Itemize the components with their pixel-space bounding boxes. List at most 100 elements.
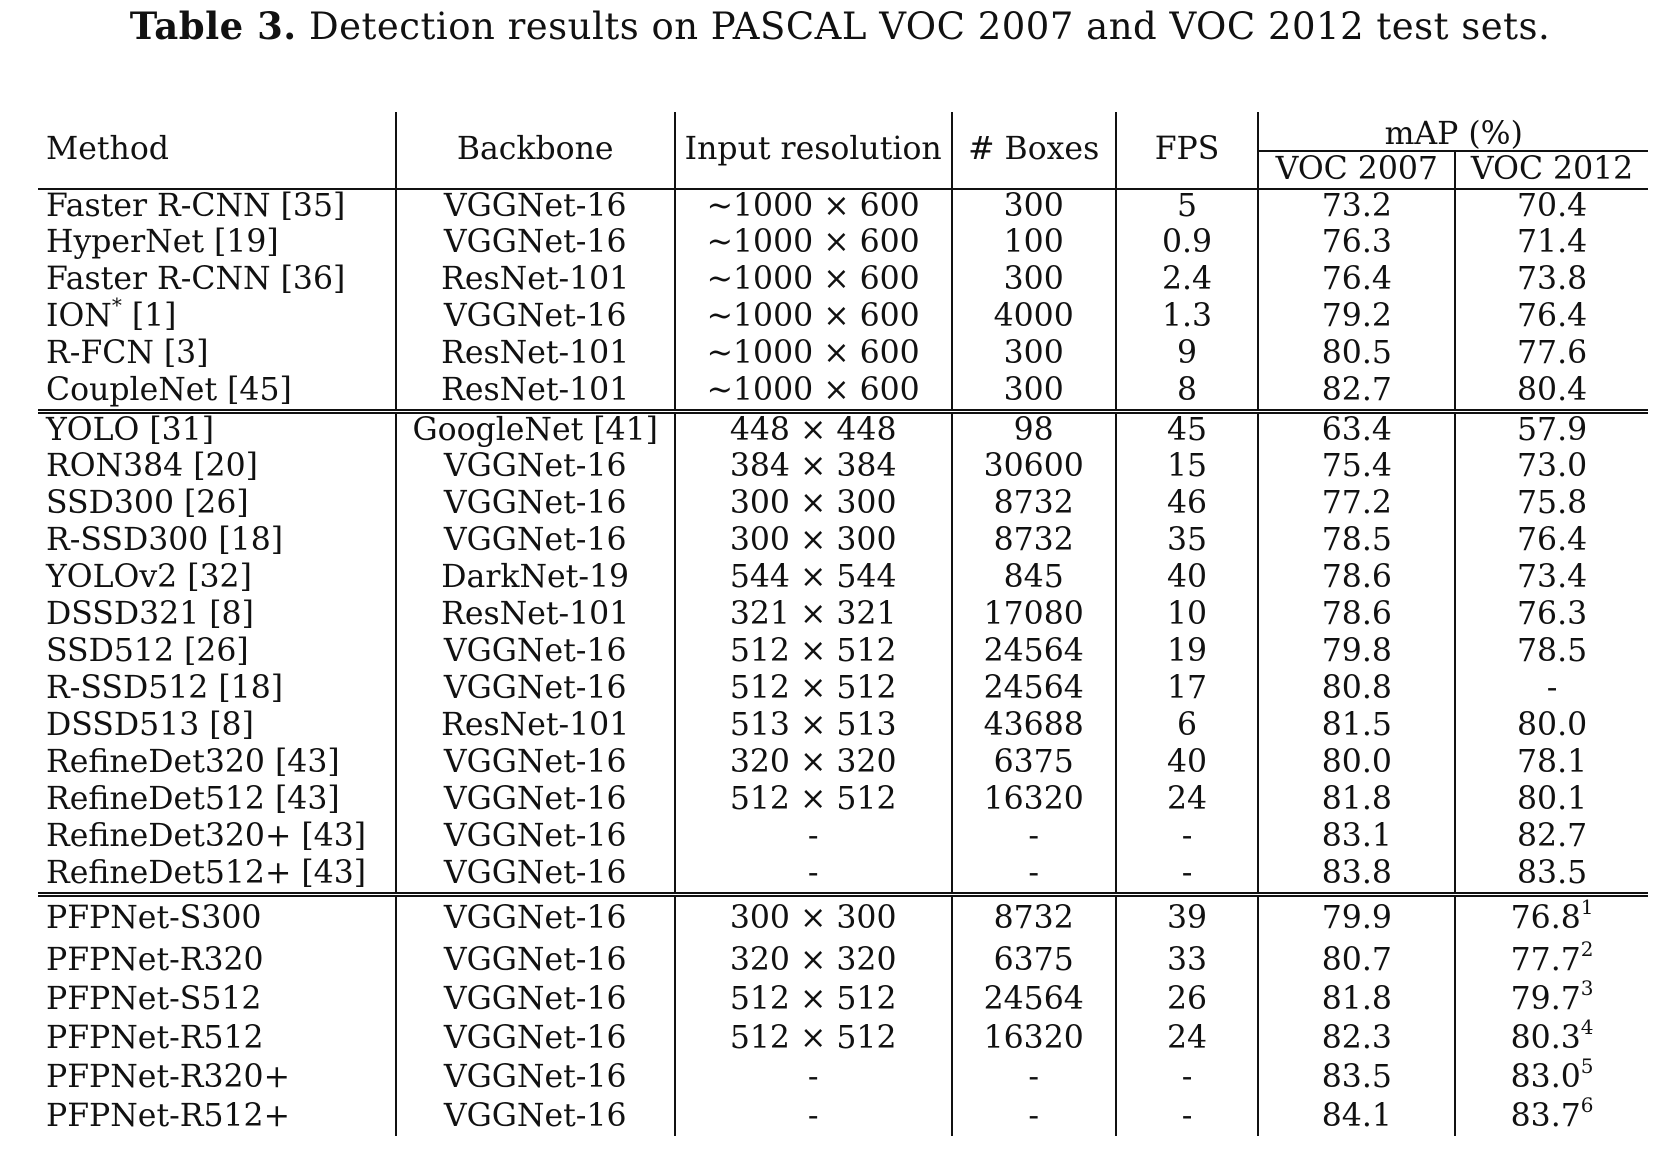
cell-input-resolution: ~1000 × 600 bbox=[674, 223, 953, 261]
cell-fps: 46 bbox=[1115, 485, 1260, 522]
cell-boxes-value: - bbox=[1028, 1097, 1040, 1134]
table-row: YOLOv2 [32] DarkNet-19 544 × 544 845 40 78.6 7… bbox=[38, 559, 1648, 596]
caption-text: Detection results on PASCAL VOC 2007 and… bbox=[308, 5, 1551, 48]
cell-voc2012-value: 73.0 bbox=[1517, 447, 1588, 484]
cell-voc2012-value: 76.4 bbox=[1517, 521, 1588, 558]
cell-backbone-value: ResNet-101 bbox=[441, 260, 630, 297]
header-backbone: Backbone bbox=[395, 112, 676, 189]
cell-method-value: PFPNet-R320 bbox=[46, 941, 264, 978]
cell-voc2012-value: 76.8 bbox=[1510, 900, 1581, 937]
cell-input-resolution: 300 × 300 bbox=[674, 484, 953, 522]
cell-method: R-FCN [3] bbox=[38, 334, 397, 372]
cell-method: DSSD321 [8] bbox=[38, 596, 397, 633]
cell-voc2007-value: 63.4 bbox=[1321, 412, 1392, 449]
cell-fps-value: - bbox=[1181, 854, 1193, 891]
cell-backbone: VGGNet-16 bbox=[395, 980, 676, 1019]
cell-voc2007-value: 77.2 bbox=[1321, 484, 1392, 521]
cell-voc2007: 79.2 bbox=[1258, 297, 1457, 335]
cell-voc2007: 79.9 bbox=[1258, 892, 1457, 941]
cell-fps-value: 24 bbox=[1166, 1019, 1208, 1056]
cell-boxes-value: - bbox=[1028, 1058, 1040, 1095]
cell-voc2007-value: 80.7 bbox=[1321, 941, 1392, 978]
cell-voc2007: 79.8 bbox=[1258, 633, 1457, 670]
cell-method-value: RefineDet512+ [43] bbox=[46, 854, 367, 891]
cell-boxes: 4000 bbox=[951, 298, 1117, 335]
cell-voc2007: 82.7 bbox=[1258, 372, 1457, 412]
cell-backbone: VGGNet-16 bbox=[395, 1058, 676, 1097]
cell-fps-value: 19 bbox=[1166, 632, 1208, 669]
cell-voc2012: 75.8 bbox=[1455, 485, 1648, 522]
cell-method-value: HyperNet [19] bbox=[46, 223, 279, 260]
cell-input-resolution: ~1000 × 600 bbox=[674, 188, 953, 224]
cell-input-resolution-value: 300 × 300 bbox=[729, 484, 897, 521]
cell-method-value: Faster R-CNN [35] bbox=[46, 188, 346, 225]
cell-voc2007-value: 81.5 bbox=[1321, 706, 1392, 743]
cell-voc2012: 82.7 bbox=[1455, 818, 1648, 855]
table-row: Faster R-CNN [36] ResNet-101 ~1000 × 600 30… bbox=[38, 261, 1648, 298]
cell-boxes-value: 8732 bbox=[993, 900, 1074, 937]
cell-input-resolution: - bbox=[674, 817, 953, 855]
cell-fps-value: 2.4 bbox=[1161, 260, 1213, 297]
table-group-one-stage: YOLO [31] GoogleNet [41] 448 × 448 98 45 63.4… bbox=[38, 409, 1648, 895]
cell-backbone: VGGNet-16 bbox=[395, 744, 676, 781]
cell-fps: 10 bbox=[1115, 596, 1260, 633]
cell-fps-value: 0.9 bbox=[1161, 223, 1213, 260]
cell-voc2007-value: 80.5 bbox=[1321, 334, 1392, 371]
table-row: DSSD321 [8] ResNet-101 321 × 321 17080 10 78.… bbox=[38, 596, 1648, 633]
cell-boxes-value: 98 bbox=[1013, 412, 1054, 449]
cell-voc2007-value: 79.2 bbox=[1321, 297, 1392, 334]
cell-method: PFPNet-S300 bbox=[38, 892, 397, 941]
cell-input-resolution-value: - bbox=[807, 817, 819, 854]
cell-input-resolution: 512 × 512 bbox=[674, 1019, 953, 1058]
cell-fps: 9 bbox=[1115, 335, 1260, 372]
cell-backbone-value: VGGNet-16 bbox=[443, 980, 627, 1017]
cell-input-resolution: ~1000 × 600 bbox=[674, 335, 953, 372]
cell-input-resolution-value: 512 × 512 bbox=[729, 632, 897, 669]
cell-voc2007: 63.4 bbox=[1258, 409, 1457, 449]
cell-method: RefineDet512+ [43] bbox=[38, 854, 397, 895]
cell-method: R-SSD512 [18] bbox=[38, 670, 397, 707]
cell-boxes: - bbox=[951, 1058, 1117, 1097]
cell-voc2007-value: 80.0 bbox=[1321, 743, 1392, 780]
cell-method: CoupleNet [45] bbox=[38, 372, 397, 412]
cell-input-resolution-value: 512 × 512 bbox=[729, 780, 897, 817]
cell-backbone: ResNet-101 bbox=[395, 372, 676, 412]
cell-boxes: 300 bbox=[951, 261, 1117, 298]
table-header: Method Backbone Input resolution # Boxes… bbox=[38, 112, 1648, 189]
cell-fps: 19 bbox=[1115, 632, 1260, 670]
cell-backbone-value: VGGNet-16 bbox=[443, 1097, 627, 1134]
cell-voc2007: 81.8 bbox=[1258, 980, 1457, 1019]
cell-backbone-value: ResNet-101 bbox=[441, 595, 630, 632]
cell-input-resolution: - bbox=[674, 1097, 953, 1136]
cell-voc2007-value: 78.5 bbox=[1321, 521, 1392, 558]
cell-voc2012-value: 73.8 bbox=[1517, 260, 1588, 297]
cell-fps-value: - bbox=[1181, 1097, 1193, 1134]
cell-boxes: 30600 bbox=[951, 448, 1117, 485]
cell-method: DSSD513 [8] bbox=[38, 707, 397, 744]
table-row: DSSD513 [8] ResNet-101 513 × 513 43688 6 81.5… bbox=[38, 707, 1648, 744]
cell-method-value: PFPNet-R512 bbox=[46, 1019, 264, 1056]
cell-backbone-value: VGGNet-16 bbox=[443, 1019, 627, 1056]
table-row: Faster R-CNN [35] VGGNet-16 ~1000 × 600 300… bbox=[38, 188, 1648, 225]
cell-backbone: VGGNet-16 bbox=[395, 1097, 676, 1136]
cell-voc2007: 80.8 bbox=[1258, 670, 1457, 707]
cell-fps-value: 33 bbox=[1166, 941, 1208, 978]
cell-input-resolution-value: ~1000 × 600 bbox=[706, 223, 920, 260]
cell-method-value: R-FCN [3] bbox=[46, 334, 209, 371]
cell-backbone: VGGNet-16 bbox=[395, 522, 676, 559]
cell-backbone: VGGNet-16 bbox=[395, 855, 676, 895]
cell-input-resolution-value: 512 × 512 bbox=[729, 1019, 897, 1056]
cell-boxes: 16320 bbox=[951, 1019, 1117, 1058]
cell-boxes-value: 43688 bbox=[983, 706, 1084, 743]
cell-backbone-value: VGGNet-16 bbox=[443, 484, 627, 521]
cell-boxes: 98 bbox=[951, 409, 1117, 449]
cell-boxes: 6375 bbox=[951, 744, 1117, 781]
cell-backbone-value: ResNet-101 bbox=[441, 334, 630, 371]
cell-boxes: - bbox=[951, 1097, 1117, 1136]
cell-voc2007-value: 79.9 bbox=[1321, 900, 1392, 937]
cell-fps: - bbox=[1115, 1058, 1260, 1097]
cell-method: ION* [1] bbox=[38, 295, 397, 335]
cell-voc2012: 76.4 bbox=[1455, 522, 1648, 559]
cell-backbone-value: VGGNet-16 bbox=[443, 941, 627, 978]
cell-input-resolution: 448 × 448 bbox=[674, 409, 953, 448]
